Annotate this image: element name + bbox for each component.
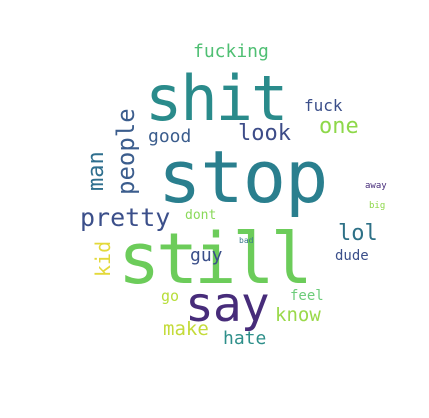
word-say: say — [185, 277, 270, 333]
word-go: go — [161, 287, 180, 305]
word-dude: dude — [335, 248, 369, 264]
word-shit: shit — [145, 62, 288, 135]
word-good: good — [148, 126, 192, 147]
word-lol: lol — [338, 221, 378, 246]
word-fucking: fucking — [193, 41, 269, 62]
word-look: look — [238, 121, 291, 146]
word-dont: dont — [185, 208, 217, 223]
word-pretty: pretty — [80, 203, 171, 232]
word-know: know — [275, 304, 321, 326]
word-man: man — [84, 151, 109, 191]
word-hate: hate — [223, 328, 267, 349]
word-guy: guy — [190, 245, 223, 266]
word-bad: bad — [239, 236, 254, 245]
word-feel: feel — [290, 288, 324, 304]
word-fuck: fuck — [304, 96, 343, 115]
word-people: people — [112, 108, 140, 195]
word-away: away — [365, 181, 387, 191]
word-stop: stop — [158, 135, 328, 219]
word-kid: kid — [91, 240, 115, 277]
word-still: still — [118, 218, 313, 300]
word-make: make — [163, 318, 209, 340]
word-one: one — [319, 114, 359, 139]
word-big: big — [369, 201, 386, 211]
